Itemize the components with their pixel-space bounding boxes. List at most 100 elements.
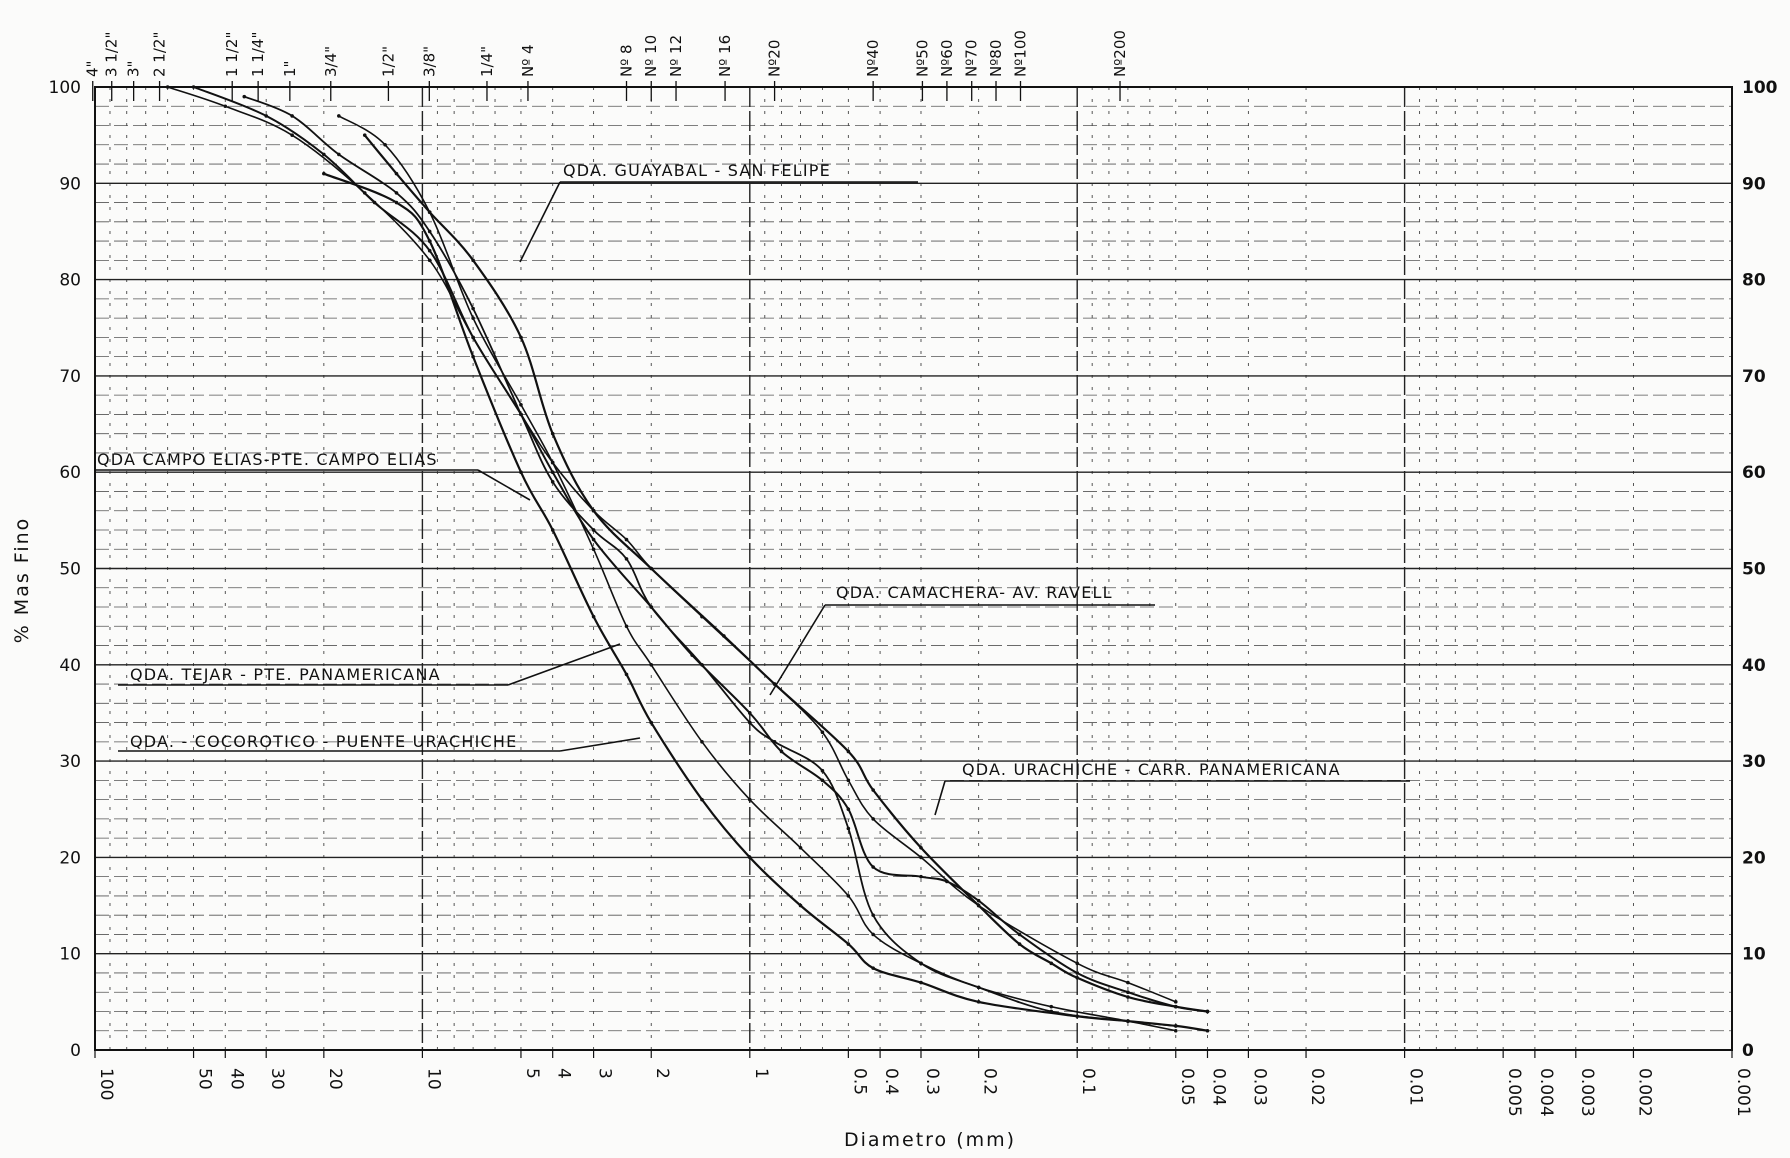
curve-label: QDA. URACHICHE - CARR. PANAMERICANA <box>962 760 1341 779</box>
series-point <box>1205 1028 1210 1033</box>
sieve-label: 2 1/2" <box>151 32 169 77</box>
series-point <box>550 528 555 532</box>
y-axis-ticks-left: 0 10 20 30 40 50 60 70 80 90 100 <box>49 78 81 1061</box>
series-point <box>919 855 923 860</box>
sieve-lines <box>92 81 1121 101</box>
series-point <box>519 335 523 340</box>
series-point <box>649 720 654 725</box>
series-point <box>624 557 629 561</box>
series-point <box>471 354 475 359</box>
series-point <box>427 229 432 234</box>
x-tick-label: 0.4 <box>881 1068 901 1095</box>
series-point <box>1049 961 1054 966</box>
series-point <box>1205 1009 1210 1014</box>
series-point <box>394 191 399 195</box>
y-tick-label-right: 0 <box>1742 1041 1754 1061</box>
y-tick-label-left: 20 <box>59 848 81 868</box>
series-point <box>846 749 851 754</box>
y-tick-label-left: 100 <box>49 78 81 98</box>
sieve-label: Nº80 <box>987 40 1005 77</box>
series-point <box>748 855 752 860</box>
sieve-label: Nº70 <box>963 40 981 77</box>
x-tick-label: 0.002 <box>1634 1068 1654 1117</box>
series-point <box>191 85 196 89</box>
curve-label-leader <box>507 643 621 686</box>
y-tick-label-left: 70 <box>59 367 81 387</box>
x-tick-label: 30 <box>267 1068 287 1090</box>
y-tick-label-right: 100 <box>1742 78 1778 98</box>
y-axis-title: % Mas Fino <box>11 517 33 644</box>
curve-label: QDA CAMPO ELIAS-PTE. CAMPO ELIAS <box>97 450 438 469</box>
curve-label-leader <box>769 604 826 696</box>
x-tick-label: 40 <box>226 1068 246 1090</box>
series-point <box>846 894 851 898</box>
y-tick-label-left: 0 <box>70 1041 81 1061</box>
series-point <box>820 768 825 773</box>
series-point <box>919 961 923 966</box>
curve-label: QDA. CAMACHERA- AV. RAVELL <box>836 583 1113 602</box>
x-tick-label: 0.05 <box>1177 1068 1197 1106</box>
series-point <box>394 171 399 176</box>
y-tick-label-right: 80 <box>1742 271 1766 291</box>
x-tick-label: 2 <box>652 1068 672 1079</box>
sieve-label: Nº40 <box>864 40 882 77</box>
x-tick-label: 0.03 <box>1249 1068 1269 1106</box>
sieve-label: 1" <box>281 61 299 77</box>
series-point <box>427 258 432 263</box>
y-tick-label-left: 80 <box>59 271 81 291</box>
series-point <box>748 711 752 715</box>
plot-frame <box>94 86 1733 1051</box>
x-tick-label: 0.005 <box>1504 1068 1524 1117</box>
series-point <box>1173 1028 1178 1033</box>
series-line <box>363 134 1209 1013</box>
curve-labels: QDA. GUAYABAL - SAN FELIPE QDA CAMPO ELIA… <box>95 161 1410 816</box>
sieve-label: 1/4" <box>478 46 496 77</box>
x-tick-label: 4 <box>554 1068 574 1079</box>
x-tick-label: 0.04 <box>1208 1068 1228 1106</box>
sieve-labels: 4" 3 1/2" 3" 2 1/2" 1 1/2" 1 1/4" 1" 3/4" 1/2" 3/… <box>84 30 1129 77</box>
series-point <box>846 942 851 946</box>
series-point <box>624 537 629 542</box>
series-point <box>1075 961 1079 966</box>
series-point <box>1075 971 1079 975</box>
x-tick-label: 0.004 <box>1536 1068 1556 1117</box>
series-point <box>550 480 555 484</box>
series-point <box>748 720 752 725</box>
sieve-label: Nº 8 <box>618 44 636 77</box>
series-point <box>1173 1024 1178 1028</box>
series-point <box>649 605 654 609</box>
x-axis-ticks: 100 50 40 30 20 10 5 4 3 2 1 0.5 0.4 0.3 0.2 0.1 0.05 0.0… <box>94 1050 1753 1117</box>
series-point <box>649 566 654 571</box>
x-axis-title: Diametro (mm) <box>844 1129 1016 1151</box>
sieve-label: Nº 4 <box>519 44 537 77</box>
series-point <box>223 104 228 109</box>
y-tick-label-left: 60 <box>59 463 81 483</box>
curve-label-leader <box>934 780 946 816</box>
curve-label-leader <box>519 181 561 263</box>
series-point <box>976 898 981 903</box>
series-point <box>427 239 432 243</box>
series-point <box>264 114 268 118</box>
series-point <box>394 200 399 205</box>
series-point <box>519 470 523 475</box>
x-tick-label: 5 <box>522 1068 542 1079</box>
x-tick-label: 0.001 <box>1733 1068 1753 1117</box>
series-point <box>1049 1009 1054 1014</box>
series-point <box>519 412 523 417</box>
y-tick-label-right: 60 <box>1742 463 1766 483</box>
x-tick-label: 0.5 <box>849 1068 869 1095</box>
series-point <box>337 114 341 118</box>
series-point <box>779 749 784 754</box>
sieve-label: Nº 16 <box>716 35 734 77</box>
series-point <box>383 142 387 147</box>
sieve-label: 3 1/2" <box>103 32 121 77</box>
series-point <box>1126 1019 1130 1023</box>
x-tick-label: 20 <box>325 1068 345 1090</box>
series-point <box>820 730 825 735</box>
series-point <box>591 508 596 513</box>
series-point <box>1173 1004 1178 1009</box>
curve-label: QDA. TEJAR - PTE. PANAMERICANA <box>130 665 441 684</box>
sieve-label: Nº100 <box>1011 30 1029 77</box>
y-axis-ticks-right: 0 10 20 30 40 50 60 70 80 90 100 <box>1742 78 1778 1061</box>
